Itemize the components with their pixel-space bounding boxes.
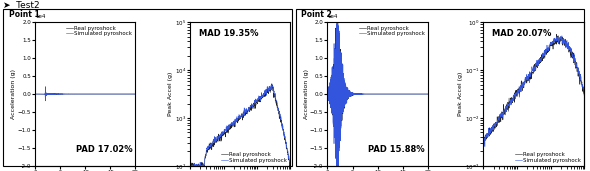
Real pyroshock — [324, 93, 331, 95]
Line: Real pyroshock: Real pyroshock — [35, 93, 135, 95]
Real pyroshock — [384, 93, 391, 95]
Real pyroshock — [425, 93, 432, 95]
Real pyroshock — [404, 93, 411, 95]
Simulated pyroshock — [360, 93, 368, 95]
Simulated pyroshock — [74, 93, 81, 95]
Text: PAD 15.88%: PAD 15.88% — [368, 145, 425, 154]
Real pyroshock — [74, 93, 81, 95]
Text: MAD 19.35%: MAD 19.35% — [199, 29, 258, 38]
Legend: Real pyroshock, Simulated pyroshock: Real pyroshock, Simulated pyroshock — [65, 25, 133, 37]
Y-axis label: Acceleration (g): Acceleration (g) — [11, 69, 17, 119]
Real pyroshock — [42, 94, 50, 96]
Real pyroshock — [43, 92, 50, 94]
Line: Simulated pyroshock: Simulated pyroshock — [327, 0, 428, 171]
Y-axis label: Acceleration (g): Acceleration (g) — [303, 69, 309, 119]
Text: PAD 17.02%: PAD 17.02% — [76, 145, 132, 154]
Legend: Real pyroshock, Simulated pyroshock: Real pyroshock, Simulated pyroshock — [221, 152, 287, 163]
Text: MAD 20.07%: MAD 20.07% — [492, 29, 552, 38]
Simulated pyroshock — [324, 91, 331, 93]
Real pyroshock — [124, 93, 131, 95]
Text: Point 1: Point 1 — [9, 10, 40, 19]
Real pyroshock — [80, 93, 87, 95]
Real pyroshock — [399, 93, 406, 95]
Legend: Real pyroshock, Simulated pyroshock: Real pyroshock, Simulated pyroshock — [359, 25, 425, 37]
Text: Point 2: Point 2 — [301, 10, 332, 19]
Simulated pyroshock — [388, 93, 395, 95]
Real pyroshock — [388, 93, 395, 95]
Real pyroshock — [360, 93, 368, 95]
Real pyroshock — [104, 93, 112, 95]
Simulated pyroshock — [32, 93, 39, 95]
Y-axis label: Peak Accel (g): Peak Accel (g) — [458, 72, 464, 116]
Simulated pyroshock — [42, 100, 49, 102]
Simulated pyroshock — [399, 93, 406, 95]
Simulated pyroshock — [129, 93, 136, 95]
Simulated pyroshock — [124, 93, 131, 95]
Real pyroshock — [132, 93, 139, 95]
Simulated pyroshock — [384, 93, 391, 95]
Simulated pyroshock — [75, 93, 82, 95]
Real pyroshock — [75, 93, 82, 95]
Legend: Real pyroshock, Simulated pyroshock: Real pyroshock, Simulated pyroshock — [514, 152, 581, 163]
Simulated pyroshock — [132, 93, 139, 95]
Line: Simulated pyroshock: Simulated pyroshock — [35, 87, 135, 101]
Simulated pyroshock — [42, 86, 49, 88]
Line: Real pyroshock: Real pyroshock — [327, 12, 428, 171]
Real pyroshock — [329, 104, 336, 106]
Real pyroshock — [334, 11, 341, 13]
Real pyroshock — [32, 93, 39, 95]
Simulated pyroshock — [80, 93, 87, 95]
Y-axis label: Peak Accel (g): Peak Accel (g) — [169, 72, 173, 116]
Simulated pyroshock — [425, 93, 432, 95]
Real pyroshock — [129, 93, 136, 95]
Simulated pyroshock — [329, 106, 336, 108]
Simulated pyroshock — [404, 93, 411, 95]
Simulated pyroshock — [104, 93, 112, 95]
Text: ➤  Test2: ➤ Test2 — [3, 1, 40, 10]
